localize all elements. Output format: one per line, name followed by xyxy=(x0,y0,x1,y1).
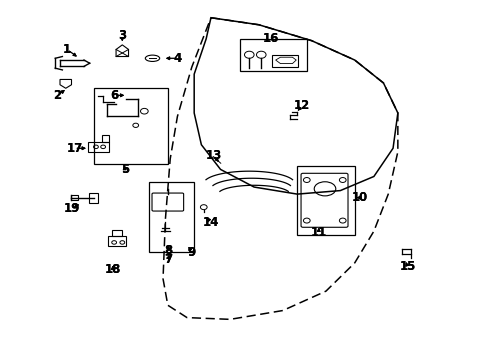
Text: 8: 8 xyxy=(164,244,173,257)
Text: 13: 13 xyxy=(205,149,221,162)
Text: 1: 1 xyxy=(63,43,71,56)
Text: 12: 12 xyxy=(293,99,309,112)
Text: 3: 3 xyxy=(118,29,126,42)
Text: 15: 15 xyxy=(398,260,415,273)
Bar xyxy=(71,195,78,201)
Bar xyxy=(88,142,109,152)
Bar xyxy=(112,230,122,237)
Text: 12: 12 xyxy=(293,99,309,112)
Text: 14: 14 xyxy=(203,216,219,229)
Text: 7: 7 xyxy=(163,253,172,266)
Text: 2: 2 xyxy=(53,89,61,102)
Text: 14: 14 xyxy=(203,216,219,229)
Text: 3: 3 xyxy=(118,29,126,42)
Text: 5: 5 xyxy=(121,163,128,176)
Text: 10: 10 xyxy=(351,191,367,204)
Bar xyxy=(148,182,194,252)
Text: 11: 11 xyxy=(310,226,326,239)
Text: 8: 8 xyxy=(164,244,173,257)
Text: 9: 9 xyxy=(187,246,196,259)
Bar xyxy=(102,135,109,142)
Text: 11: 11 xyxy=(310,226,326,239)
Bar xyxy=(108,237,126,246)
Text: 4: 4 xyxy=(173,52,181,65)
Text: 6: 6 xyxy=(110,89,118,102)
Bar xyxy=(297,166,354,235)
Text: 19: 19 xyxy=(63,202,80,215)
Text: 17: 17 xyxy=(66,142,82,155)
Text: 15: 15 xyxy=(398,260,415,273)
Bar xyxy=(93,88,167,164)
Text: 9: 9 xyxy=(187,246,196,259)
Text: 7: 7 xyxy=(163,253,172,266)
Text: 16: 16 xyxy=(262,32,279,45)
Text: 16: 16 xyxy=(262,32,279,45)
Bar xyxy=(89,193,98,203)
Text: 6: 6 xyxy=(110,89,118,102)
Text: 17: 17 xyxy=(66,142,82,155)
Text: 10: 10 xyxy=(351,191,367,204)
Text: 2: 2 xyxy=(53,89,61,102)
Text: 19: 19 xyxy=(63,202,80,215)
Bar xyxy=(239,39,306,71)
Text: 18: 18 xyxy=(104,264,121,276)
Bar xyxy=(271,55,298,67)
Text: 5: 5 xyxy=(121,163,128,176)
Text: 13: 13 xyxy=(205,149,221,162)
Text: 4: 4 xyxy=(173,52,181,65)
Text: 18: 18 xyxy=(104,264,121,276)
Text: 1: 1 xyxy=(63,43,71,56)
